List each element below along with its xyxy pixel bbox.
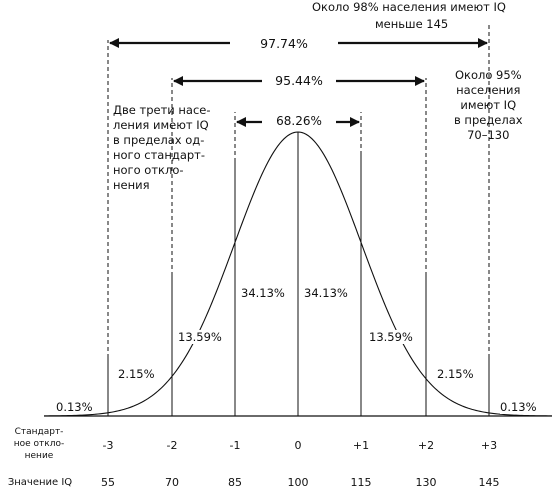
sd-tick-plus1: +1 bbox=[352, 439, 370, 452]
band-pct-minus2-minus1: 13.59% bbox=[178, 330, 222, 344]
left-note: Две трети насе- ления имеют IQ в предела… bbox=[113, 103, 211, 192]
band-pct-minus1-mean: 34.13% bbox=[241, 286, 285, 300]
iq-tick-130: 130 bbox=[415, 476, 437, 489]
range-label-9544: 95.44% bbox=[275, 73, 323, 88]
band-pct-minus3-minus2: 2.15% bbox=[118, 367, 155, 381]
sd-tick-plus2: +2 bbox=[417, 439, 435, 452]
band-pct-plus1-plus2: 13.59% bbox=[369, 330, 413, 344]
band-pct-plus2-plus3: 2.15% bbox=[437, 367, 474, 381]
band-pct-above-plus3: 0.13% bbox=[500, 400, 537, 414]
header-note-line2: меньше 145 bbox=[375, 17, 449, 31]
range-label-6826: 68.26% bbox=[276, 114, 322, 128]
iq-tick-115: 115 bbox=[350, 476, 372, 489]
iq-tick-100: 100 bbox=[287, 476, 309, 489]
iq-tick-85: 85 bbox=[228, 476, 242, 489]
sd-tick-zero: 0 bbox=[294, 439, 302, 452]
sd-tick-minus3: -3 bbox=[102, 439, 114, 452]
sd-tick-minus1: -1 bbox=[229, 439, 241, 452]
iq-tick-145: 145 bbox=[478, 476, 500, 489]
sd-tick-minus2: -2 bbox=[166, 439, 178, 452]
band-pct-mean-plus1: 34.13% bbox=[304, 286, 348, 300]
iq-tick-55: 55 bbox=[101, 476, 115, 489]
iq-tick-70: 70 bbox=[165, 476, 179, 489]
iq-row-label: Значение IQ bbox=[7, 477, 73, 488]
sd-tick-plus3: +3 bbox=[480, 439, 498, 452]
range-label-9774: 97.74% bbox=[260, 36, 308, 51]
right-note: Около 95% населения имеют IQ в пределах … bbox=[454, 68, 523, 142]
sd-row-label: Стандарт- ное откло- нение bbox=[13, 427, 65, 461]
band-pct-below-minus3: 0.13% bbox=[56, 400, 93, 414]
header-note-line1: Около 98% населения имеют IQ bbox=[312, 0, 506, 14]
